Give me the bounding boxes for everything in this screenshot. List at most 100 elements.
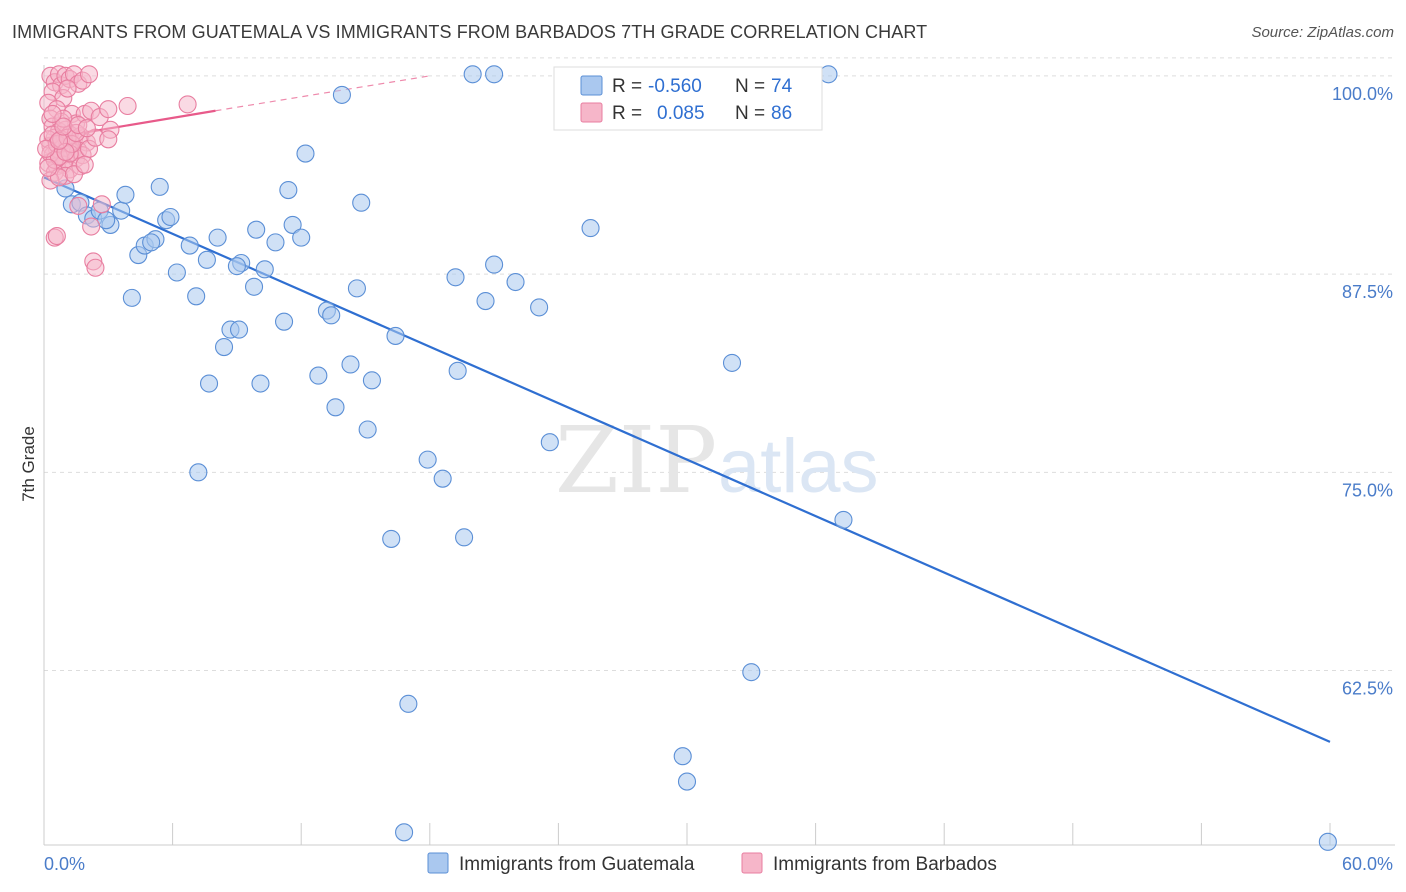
point-barbados: [47, 226, 66, 246]
point-guatemala: [150, 177, 169, 196]
point-guatemala: [161, 207, 180, 227]
point-barbados: [178, 95, 197, 114]
legend-n-value-2: 86: [771, 103, 792, 124]
point-barbados: [69, 196, 88, 215]
point-guatemala: [189, 463, 208, 482]
tick-labels: 62.5% 75.0% 87.5% 100.0% 0.0% 60.0%: [44, 84, 1393, 874]
point-barbados: [58, 79, 77, 98]
point-guatemala: [167, 263, 186, 282]
legend-swatch-guatemala: [580, 75, 603, 96]
y-tick-label: 100.0%: [1332, 84, 1393, 104]
point-guatemala: [448, 361, 467, 380]
point-guatemala: [97, 211, 116, 230]
point-guatemala: [322, 306, 341, 325]
y-tick-label: 87.5%: [1342, 282, 1393, 302]
point-barbados: [79, 65, 99, 84]
legend-swatch-barbados: [580, 102, 603, 123]
point-guatemala: [382, 529, 401, 548]
point-guatemala: [1318, 832, 1337, 851]
grid-lines: [44, 57, 1395, 672]
x-tick-label: 60.0%: [1342, 854, 1393, 874]
point-guatemala: [251, 374, 270, 393]
legend-n-label-2: N =: [735, 103, 765, 124]
point-barbados: [75, 155, 94, 174]
correlation-legend: R = -0.560 N = 74 R = 0.085 N = 86: [553, 66, 823, 131]
point-guatemala: [485, 65, 504, 84]
point-guatemala: [208, 228, 227, 247]
point-guatemala: [341, 355, 360, 374]
legend-r-label-1: R =: [612, 76, 642, 97]
point-barbados: [99, 100, 118, 119]
point-guatemala: [485, 255, 504, 274]
point-guatemala: [834, 510, 853, 529]
point-guatemala: [530, 298, 549, 317]
watermark-atlas: atlas: [718, 424, 879, 509]
point-guatemala: [199, 374, 219, 393]
point-guatemala: [362, 371, 381, 390]
point-barbados: [82, 217, 101, 236]
series-legend: Immigrants from Guatemala Immigrants fro…: [427, 852, 997, 875]
point-barbados: [43, 104, 62, 123]
point-guatemala: [476, 292, 495, 311]
point-guatemala: [399, 694, 418, 713]
point-guatemala: [386, 326, 405, 345]
point-guatemala: [722, 353, 742, 372]
point-barbados: [99, 130, 118, 149]
point-guatemala: [214, 337, 234, 357]
point-guatemala: [540, 433, 559, 452]
point-guatemala: [229, 320, 249, 339]
point-guatemala: [418, 450, 437, 469]
point-guatemala: [506, 272, 525, 292]
point-guatemala: [116, 185, 135, 204]
point-guatemala: [446, 268, 465, 287]
point-guatemala: [266, 233, 285, 252]
point-guatemala: [326, 398, 345, 417]
data-points: [37, 65, 1337, 851]
trend-line-barbados-extension: [215, 75, 430, 112]
series-label-barbados: Immigrants from Barbados: [773, 854, 997, 875]
point-barbados: [118, 96, 137, 116]
point-guatemala: [247, 220, 266, 239]
point-guatemala: [296, 144, 315, 163]
point-barbados: [77, 119, 96, 138]
point-guatemala: [255, 260, 274, 279]
chart-source: Source: ZipAtlas.com: [1251, 24, 1394, 41]
point-guatemala: [673, 747, 692, 766]
watermark-zip: ZIP: [555, 407, 717, 514]
point-guatemala: [347, 279, 366, 298]
point-guatemala: [275, 312, 294, 331]
point-guatemala: [358, 420, 377, 439]
series-swatch-barbados: [741, 852, 763, 874]
point-guatemala: [142, 233, 161, 252]
legend-r-label-2: R =: [612, 103, 642, 124]
point-guatemala: [309, 366, 328, 385]
y-tick-label: 75.0%: [1342, 480, 1393, 500]
point-guatemala: [112, 201, 131, 220]
point-barbados: [86, 258, 105, 277]
point-barbados: [39, 158, 58, 177]
point-guatemala: [180, 236, 199, 255]
legend-r-value-2: 0.085: [657, 103, 705, 124]
x-tick-label: 0.0%: [44, 854, 85, 874]
axes: [43, 65, 1395, 846]
legend-n-label-1: N =: [735, 76, 765, 97]
point-guatemala: [581, 219, 600, 238]
point-guatemala: [352, 193, 371, 212]
series-swatch-guatemala: [427, 852, 449, 874]
point-guatemala: [455, 528, 474, 547]
point-barbados: [92, 195, 111, 214]
y-tick-label: 62.5%: [1342, 679, 1393, 699]
chart-title: IMMIGRANTS FROM GUATEMALA VS IMMIGRANTS …: [12, 22, 928, 42]
point-guatemala: [677, 772, 697, 791]
point-guatemala: [433, 469, 452, 488]
point-guatemala: [742, 663, 761, 682]
series-label-guatemala: Immigrants from Guatemala: [459, 854, 695, 875]
point-guatemala: [197, 250, 216, 269]
point-guatemala: [395, 823, 414, 842]
y-axis-title: 7th Grade: [19, 426, 38, 502]
point-guatemala: [819, 65, 838, 84]
point-guatemala: [187, 287, 206, 306]
point-guatemala: [283, 215, 302, 234]
point-guatemala: [227, 257, 246, 276]
